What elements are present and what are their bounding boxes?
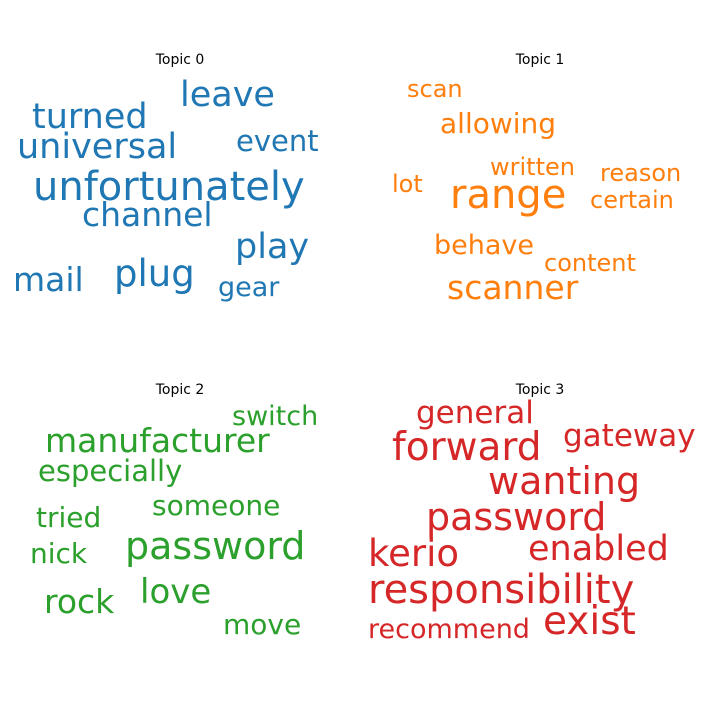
topic-0-title: Topic 0 [155, 52, 205, 68]
topic-1-word-range: range [450, 172, 567, 218]
topic-3-word-responsibility: responsibility [368, 567, 635, 613]
topic-2-word-rock: rock [44, 582, 115, 621]
topic-1-word-written: written [490, 153, 575, 181]
topic-2-word-tried: tried [36, 501, 102, 534]
topic-3-word-general: general [416, 395, 534, 431]
topic-0-word-turned: turned [32, 97, 148, 137]
topic-2-panel: Topic 2 switch manufacturer especially some… [0, 330, 360, 690]
topic-2-word-especially: especially [38, 454, 183, 488]
topic-3-word-gateway: gateway [563, 418, 696, 454]
topic-0-word-leave: leave [180, 75, 275, 115]
topic-3-word-wanting: wanting [488, 459, 641, 503]
topic-2-word-manufacturer: manufacturer [45, 421, 270, 460]
topic-2-title: Topic 2 [155, 382, 205, 398]
topic-0-word-unfortunately: unfortunately [33, 164, 305, 210]
topic-3-word-enabled: enabled [528, 529, 669, 569]
topic-3-panel: Topic 3 general forward gateway wanting pass… [360, 330, 720, 690]
topic-2-word-password: password [125, 524, 306, 568]
topic-1-word-scanner: scanner [447, 268, 579, 307]
topic-0-word-mail: mail [13, 260, 84, 299]
topic-3-word-recommend: recommend [368, 614, 530, 645]
topic-1-word-scan: scan [407, 75, 463, 103]
topic-3-word-password: password [426, 495, 607, 539]
topic-2-word-nick: nick [30, 537, 88, 570]
topic-0-word-play: play [235, 227, 310, 267]
topic-0-word-channel: channel [82, 195, 213, 234]
topic-2-word-love: love [140, 572, 212, 612]
topic-3-title: Topic 3 [515, 382, 565, 398]
topic-1-word-certain: certain [590, 186, 674, 214]
topic-1-word-allowing: allowing [440, 107, 557, 140]
topic-0-word-plug: plug [114, 252, 195, 295]
topic-2-word-switch: switch [232, 401, 319, 432]
topic-1-word-reason: reason [600, 159, 682, 187]
topic-1-word-lot: lot [392, 170, 423, 198]
topic-1-word-behave: behave [434, 230, 534, 261]
topic-0-word-event: event [236, 124, 319, 158]
topic-2-word-move: move [223, 608, 302, 641]
topic-1-title: Topic 1 [515, 52, 565, 68]
topic-0-panel: Topic 0 leave turned universal event unfortu… [0, 0, 360, 360]
topic-1-panel: Topic 1 scan allowing written reason lot rang… [360, 0, 720, 360]
topic-0-word-gear: gear [218, 272, 280, 303]
topic-0-word-universal: universal [17, 127, 178, 167]
topic-3-word-forward: forward [392, 425, 542, 470]
topic-1-word-content: content [544, 249, 636, 277]
topic-3-word-kerio: kerio [368, 532, 460, 575]
topic-2-word-someone: someone [152, 489, 281, 522]
topic-3-word-exist: exist [543, 599, 636, 644]
